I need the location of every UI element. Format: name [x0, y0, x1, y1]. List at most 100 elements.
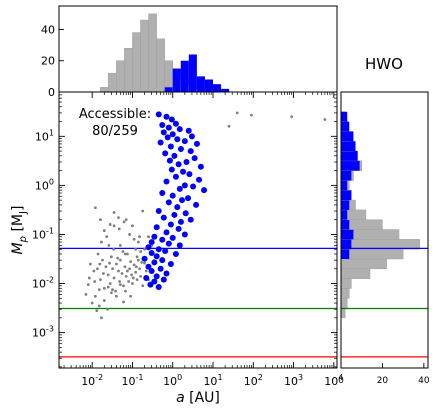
point-accessible-13	[181, 138, 188, 145]
point-inaccessible-34	[124, 274, 128, 278]
point-accessible-70	[145, 263, 152, 270]
point-accessible-50	[153, 224, 160, 231]
point-inaccessible-56	[102, 299, 106, 302]
point-inaccessible-91	[131, 276, 135, 280]
top-hist-bar-blue-12	[172, 68, 181, 92]
point-inaccessible-78	[143, 247, 146, 251]
point-accessible-31	[163, 178, 170, 185]
top-hist-bar-blue-16	[204, 79, 213, 92]
point-inaccessible-47	[141, 284, 145, 288]
point-accessible-25	[197, 163, 204, 170]
point-inaccessible-77	[123, 252, 127, 256]
point-accessible-73	[163, 270, 170, 277]
point-accessible-2	[168, 116, 175, 123]
right-hist-bar-blue-9	[341, 249, 350, 259]
top-hist-y-tick-label-2: 40	[41, 23, 55, 36]
point-inaccessible-72	[132, 237, 136, 241]
point-inaccessible-51	[84, 293, 88, 296]
point-accessible-46	[160, 214, 167, 221]
point-accessible-20	[171, 152, 178, 159]
point-inaccessible-89	[98, 262, 102, 266]
point-inaccessible-64	[122, 300, 125, 304]
point-accessible-19	[162, 150, 169, 157]
point-accessible-45	[171, 211, 178, 218]
point-inaccessible-38	[129, 260, 133, 263]
point-accessible-51	[175, 225, 182, 232]
point-accessible-41	[193, 201, 200, 208]
point-accessible-16	[167, 143, 174, 150]
point-inaccessible-36	[127, 280, 130, 283]
point-inaccessible-45	[138, 267, 141, 271]
right-hist-bar-blue-22	[341, 121, 350, 132]
point-inaccessible-12	[138, 235, 141, 239]
top-histogram: 0 20 40	[41, 5, 338, 99]
right-hist-bar-blue-12	[341, 219, 350, 230]
point-inaccessible-99	[147, 235, 150, 239]
point-inaccessible-93	[140, 260, 144, 264]
point-accessible-76	[160, 276, 167, 283]
point-inaccessible-4	[227, 124, 231, 128]
point-accessible-5	[165, 124, 172, 131]
point-accessible-26	[168, 166, 175, 173]
point-inaccessible-46	[139, 274, 143, 278]
top-hist-bar-gray-4	[108, 72, 117, 93]
point-inaccessible-81	[135, 255, 139, 259]
point-inaccessible-5	[93, 206, 97, 210]
point-accessible-74	[153, 273, 160, 280]
right-hist-bar-blue-23	[341, 111, 348, 122]
right-hist-bar-blue-19	[341, 151, 358, 161]
point-inaccessible-7	[112, 211, 116, 214]
point-inaccessible-59	[109, 291, 113, 295]
point-accessible-8	[160, 129, 167, 136]
point-accessible-43	[155, 208, 162, 215]
point-inaccessible-9	[124, 218, 128, 222]
right-hist-bar-blue-21	[341, 131, 354, 142]
point-inaccessible-98	[99, 218, 102, 222]
point-accessible-62	[162, 248, 169, 255]
x-tick-label-4: 102	[244, 373, 263, 388]
point-inaccessible-35	[126, 252, 129, 256]
point-inaccessible-61	[86, 283, 90, 287]
y-tick-label-3: 100	[35, 177, 54, 192]
top-hist-bar-blue-15	[196, 76, 205, 92]
point-accessible-37	[169, 192, 176, 199]
point-inaccessible-15	[92, 269, 96, 273]
point-accessible-60	[145, 244, 152, 251]
point-inaccessible-58	[93, 294, 97, 298]
point-inaccessible-25	[112, 276, 116, 280]
point-inaccessible-85	[129, 294, 133, 298]
point-inaccessible-90	[126, 269, 129, 273]
accessible-annotation-line2: 80/259	[92, 124, 138, 139]
point-accessible-30	[196, 176, 203, 183]
point-inaccessible-73	[136, 240, 140, 244]
point-accessible-22	[166, 157, 173, 164]
point-accessible-4	[159, 122, 166, 129]
point-inaccessible-33	[123, 265, 127, 269]
point-inaccessible-55	[100, 316, 103, 320]
point-inaccessible-30	[118, 258, 122, 262]
y-tick-label-2: 10-1	[32, 226, 54, 241]
point-accessible-17	[177, 146, 184, 153]
top-hist-bar-blue-17	[212, 84, 222, 92]
point-inaccessible-44	[136, 258, 140, 262]
point-accessible-47	[187, 216, 194, 223]
point-accessible-6	[176, 126, 183, 133]
right-hist-bar-blue-14	[341, 200, 350, 210]
point-inaccessible-86	[87, 276, 91, 280]
right-hist-bar-gray-4	[340, 298, 348, 309]
point-accessible-72	[148, 268, 155, 275]
point-accessible-7	[185, 127, 192, 134]
right-hist-bar-blue-15	[341, 190, 352, 201]
point-accessible-49	[167, 221, 174, 228]
top-hist-bar-blue-13	[180, 60, 189, 92]
y-tick-label-1: 10-2	[32, 276, 54, 291]
panel-label: HWO	[365, 55, 403, 73]
right-hist-bar-blue-11	[341, 229, 354, 240]
point-accessible-15	[193, 140, 200, 147]
point-inaccessible-6	[102, 229, 106, 232]
point-inaccessible-70	[107, 243, 111, 247]
top-hist-bar-gray-10	[156, 38, 165, 93]
point-inaccessible-27	[115, 262, 118, 266]
point-accessible-23	[183, 158, 190, 165]
point-inaccessible-54	[97, 304, 101, 308]
